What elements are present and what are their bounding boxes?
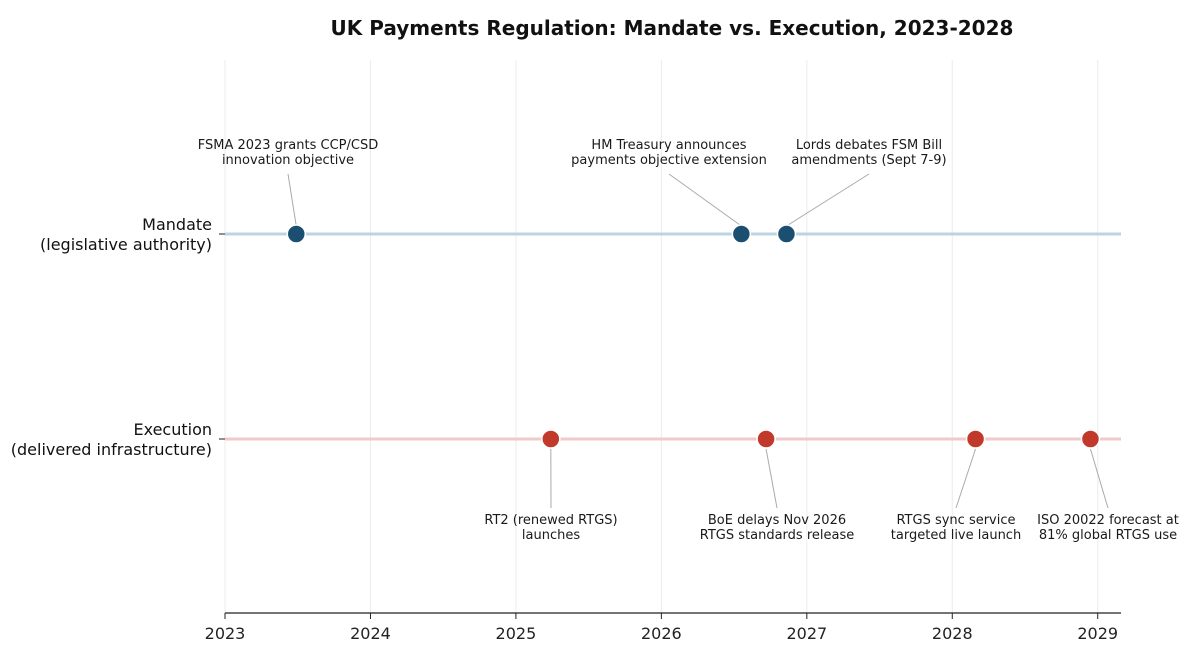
annotation-leader [1089, 448, 1109, 509]
annotation-text: Lords debates FSM Bill [796, 138, 942, 153]
gridlines [224, 60, 1099, 613]
event-point [756, 429, 776, 449]
annotation-text: amendments (Sept 7-9) [791, 153, 946, 168]
event-points [286, 224, 1101, 449]
event-point [541, 429, 561, 449]
x-tick-label: 2028 [932, 624, 973, 643]
annotation-text: ISO 20022 forecast at [1037, 513, 1179, 528]
annotation-text: HM Treasury announces [591, 138, 746, 153]
lane-label-name: Execution [133, 420, 212, 439]
event-point [776, 224, 797, 244]
annotation-text: RTGS standards release [700, 528, 854, 543]
annotation-leader [955, 448, 977, 509]
annotation-text: launches [522, 528, 580, 543]
event-point [286, 224, 307, 244]
annotation-text: RTGS sync service [896, 513, 1015, 528]
annotation-text: targeted live launch [891, 528, 1021, 543]
annotation-text: innovation objective [222, 153, 354, 168]
annotation-text: RT2 (renewed RTGS) [484, 513, 617, 528]
annotation-leader [786, 173, 870, 227]
x-tick-label: 2025 [496, 624, 537, 643]
x-tick-label: 2027 [786, 624, 827, 643]
x-tick-label: 2029 [1077, 624, 1118, 643]
chart-title: UK Payments Regulation: Mandate vs. Exec… [331, 16, 1014, 40]
annotation-text: FSMA 2023 grants CCP/CSD [198, 138, 378, 153]
lane-label-subtitle: (legislative authority) [40, 235, 212, 254]
annotation-text: BoE delays Nov 2026 [708, 513, 846, 528]
x-axis: 2023 2024 2025 2026 2027 2028 2029 [205, 612, 1121, 643]
lane-label-subtitle: (delivered infrastructure) [11, 440, 212, 459]
x-tick-label: 2024 [350, 624, 391, 643]
event-point [731, 224, 752, 244]
annotation-leader [765, 448, 778, 509]
event-point [965, 429, 986, 449]
lanes: Mandate(legislative authority) Execution(… [11, 215, 1121, 459]
x-tick-label: 2023 [205, 624, 246, 643]
event-point [1080, 429, 1101, 449]
annotation-leader [668, 173, 742, 227]
x-tick-label: 2026 [641, 624, 682, 643]
annotation-text: payments objective extension [571, 153, 767, 168]
annotation-leader [287, 173, 297, 227]
lane-label-name: Mandate [142, 215, 212, 234]
annotation-text: 81% global RTGS use [1039, 528, 1177, 543]
